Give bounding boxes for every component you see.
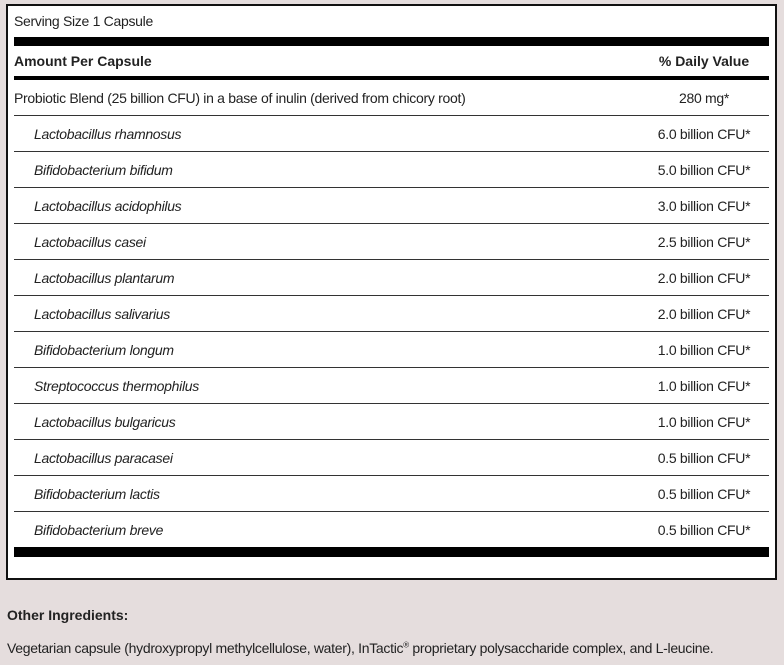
strain-name: Lactobacillus salivarius (34, 305, 170, 322)
strain-name: Lactobacillus plantarum (34, 269, 175, 286)
strain-amount: 2.0 billion CFU* (657, 305, 751, 322)
table-row: Lactobacillus paracasei 0.5 billion CFU* (14, 440, 769, 476)
table-row: Bifidobacterium bifidum 5.0 billion CFU* (14, 152, 769, 188)
text-part: proprietary polysaccharide complex, and … (408, 640, 714, 656)
table-row: Bifidobacterium longum 1.0 billion CFU* (14, 332, 769, 368)
table-row: Bifidobacterium breve 0.5 billion CFU* (14, 512, 769, 547)
ingredient-name: Probiotic Blend (25 billion CFU) in a ba… (14, 89, 466, 106)
supplement-facts-panel: Serving Size 1 Capsule Amount Per Capsul… (6, 4, 777, 580)
strain-amount: 1.0 billion CFU* (657, 377, 751, 394)
table-header: Amount Per Capsule % Daily Value (14, 46, 769, 76)
strain-name: Bifidobacterium bifidum (34, 161, 173, 178)
ingredient-amount: 280 mg* (678, 89, 730, 106)
strain-name: Lactobacillus casei (34, 233, 146, 250)
strain-amount: 0.5 billion CFU* (657, 521, 751, 538)
amount-per-capsule-header: Amount Per Capsule (14, 53, 152, 69)
thick-divider-bottom (14, 547, 769, 557)
table-row: Lactobacillus salivarius 2.0 billion CFU* (14, 296, 769, 332)
strain-name: Bifidobacterium longum (34, 341, 174, 358)
table-row: Lactobacillus plantarum 2.0 billion CFU* (14, 260, 769, 296)
divider (14, 76, 769, 80)
table-row: Lactobacillus acidophilus 3.0 billion CFU… (14, 188, 769, 224)
strain-name: Lactobacillus rhamnosus (34, 125, 182, 142)
other-ingredients-title: Other Ingredients: (7, 607, 129, 623)
registered-mark: ® (403, 640, 409, 650)
strain-amount: 1.0 billion CFU* (657, 341, 751, 358)
strain-name: Streptococcus thermophilus (34, 377, 199, 394)
strain-amount: 2.0 billion CFU* (657, 269, 751, 286)
thick-divider (14, 37, 769, 46)
strain-amount: 1.0 billion CFU* (657, 413, 751, 430)
strain-name: Lactobacillus bulgaricus (34, 413, 176, 430)
blend-row: Probiotic Blend (25 billion CFU) in a ba… (14, 80, 769, 116)
strain-name: Bifidobacterium lactis (34, 485, 160, 502)
strain-name: Bifidobacterium breve (34, 521, 164, 538)
table-row: Bifidobacterium lactis 0.5 billion CFU* (14, 476, 769, 512)
strain-amount: 2.5 billion CFU* (657, 233, 751, 250)
strain-name: Lactobacillus paracasei (34, 449, 173, 466)
table-row: Lactobacillus casei 2.5 billion CFU* (14, 224, 769, 260)
table-row: Lactobacillus bulgaricus 1.0 billion CFU* (14, 404, 769, 440)
table-row: Lactobacillus rhamnosus 6.0 billion CFU* (14, 116, 769, 152)
strain-amount: 5.0 billion CFU* (657, 161, 751, 178)
text-part: Vegetarian capsule (hydroxypropyl methyl… (7, 640, 404, 656)
table-row: Streptococcus thermophilus 1.0 billion CF… (14, 368, 769, 404)
strain-amount: 3.0 billion CFU* (657, 197, 751, 214)
strain-amount: 0.5 billion CFU* (657, 485, 751, 502)
other-ingredients-text: Vegetarian capsule (hydroxypropyl methyl… (7, 640, 714, 656)
strain-name: Lactobacillus acidophilus (34, 197, 182, 214)
strain-amount: 6.0 billion CFU* (657, 125, 751, 142)
daily-value-header: % Daily Value (658, 53, 750, 69)
serving-size: Serving Size 1 Capsule (14, 13, 153, 29)
strain-amount: 0.5 billion CFU* (657, 449, 751, 466)
